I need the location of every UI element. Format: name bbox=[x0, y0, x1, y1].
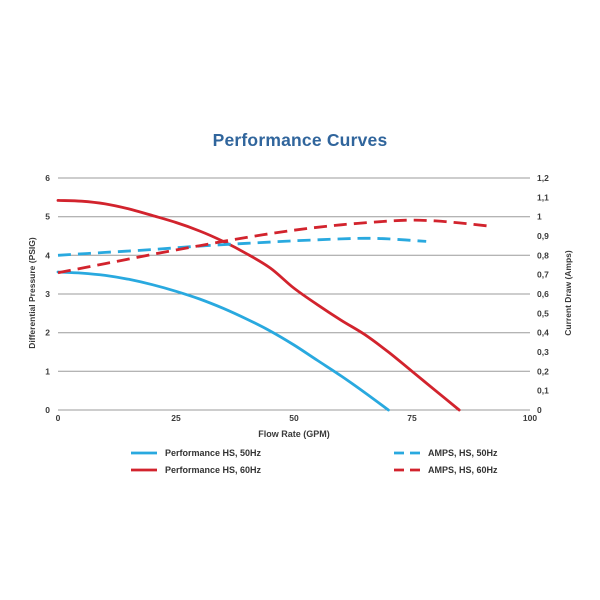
chart-title: Performance Curves bbox=[212, 130, 388, 150]
x-tick-label: 100 bbox=[523, 413, 537, 423]
y-right-tick-label: 0,1 bbox=[537, 386, 549, 396]
y-right-tick-label: 0,3 bbox=[537, 347, 549, 357]
legend-label: Performance HS, 60Hz bbox=[165, 465, 262, 475]
series-amps-hs-60hz bbox=[57, 218, 488, 275]
y-left-tick-label: 3 bbox=[45, 289, 50, 299]
y-right-tick-label: 0,6 bbox=[537, 289, 549, 299]
y-right-tick-label: 0,2 bbox=[537, 366, 549, 376]
legend-swatch-dashed-red bbox=[394, 468, 420, 472]
y-left-tick-label: 0 bbox=[45, 405, 50, 415]
y-right-axis-title: Current Draw (Amps) bbox=[563, 250, 573, 336]
x-tick-label: 75 bbox=[407, 413, 417, 423]
legend-label: Performance HS, 50Hz bbox=[165, 448, 262, 458]
y-right-tick-label: 0 bbox=[537, 405, 542, 415]
x-axis-title: Flow Rate (GPM) bbox=[258, 429, 330, 439]
y-left-tick-label: 1 bbox=[45, 366, 50, 376]
x-tick-label: 25 bbox=[171, 413, 181, 423]
x-tick-label: 0 bbox=[56, 413, 61, 423]
x-tick-label: 50 bbox=[289, 413, 299, 423]
legend-swatch-solid-red bbox=[131, 468, 157, 472]
y-right-tick-label: 0,5 bbox=[537, 308, 549, 318]
y-right-tick-label: 1,2 bbox=[537, 173, 549, 183]
y-left-tick-label: 6 bbox=[45, 173, 50, 183]
y-right-tick-label: 0,7 bbox=[537, 270, 549, 280]
legend-item-amps-60hz: AMPS, HS, 60Hz bbox=[393, 464, 498, 476]
y-right-tick-label: 0,9 bbox=[537, 231, 549, 241]
legend-item-performance-60hz: Performance HS, 60Hz bbox=[130, 464, 261, 476]
legend-item-amps-50hz: AMPS, HS, 50Hz bbox=[393, 447, 498, 459]
legend-item-performance-50hz: Performance HS, 50Hz bbox=[130, 447, 261, 459]
y-right-tick-label: 0,8 bbox=[537, 250, 549, 260]
legend-swatch-dashed-cyan bbox=[394, 451, 420, 455]
y-left-tick-label: 2 bbox=[45, 328, 50, 338]
legend-swatch-solid-cyan bbox=[131, 451, 157, 455]
legend-label: AMPS, HS, 60Hz bbox=[428, 465, 498, 475]
y-left-axis-title: Differential Pressure (PSIG) bbox=[27, 237, 37, 349]
series-performance-hs-60hz bbox=[56, 199, 461, 412]
y-right-tick-label: 0,4 bbox=[537, 328, 549, 338]
y-left-tick-label: 5 bbox=[45, 212, 50, 222]
series-performance-hs-50hz bbox=[56, 270, 390, 412]
y-left-tick-label: 4 bbox=[45, 250, 50, 260]
y-right-tick-label: 1,1 bbox=[537, 192, 549, 202]
y-right-tick-label: 1 bbox=[537, 212, 542, 222]
legend-label: AMPS, HS, 50Hz bbox=[428, 448, 498, 458]
series-amps-hs-50hz bbox=[57, 236, 427, 257]
